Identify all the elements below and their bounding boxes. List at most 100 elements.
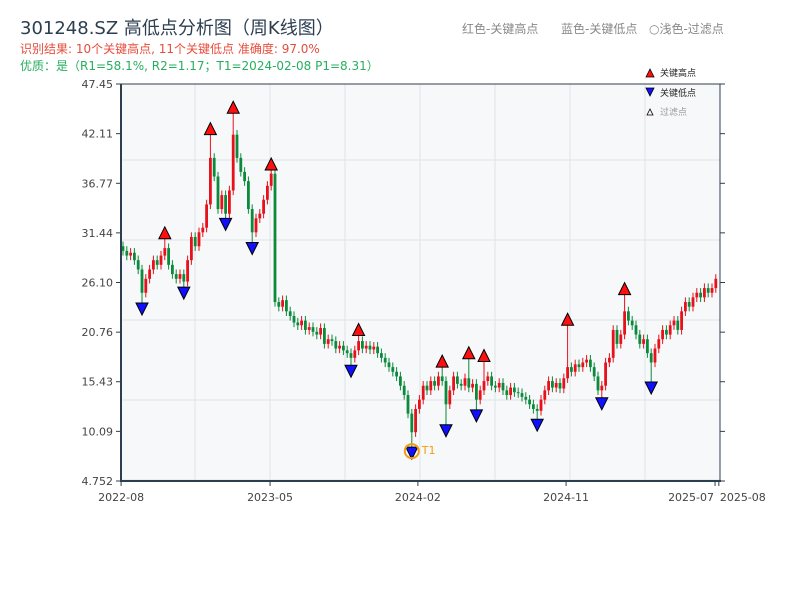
key-low-marker-icon: [644, 381, 659, 396]
candle-up: [497, 382, 501, 388]
candle-down: [475, 383, 478, 400]
candle-up: [152, 260, 155, 270]
candle-down: [699, 292, 702, 298]
candle-up: [608, 357, 611, 363]
candle-up: [653, 348, 657, 363]
color-note-filtered: ○浅色-过滤点: [649, 22, 724, 36]
candle-down: [665, 329, 668, 335]
y-tick-label: 4.752: [82, 475, 114, 488]
legend-low-icon: [645, 87, 655, 97]
candle-down: [368, 345, 372, 350]
key-high-marker-icon: [264, 156, 279, 171]
candle-down: [140, 269, 144, 293]
candle-down: [167, 248, 170, 265]
candle-down: [380, 353, 383, 358]
candle-down: [239, 157, 243, 172]
candle-down: [387, 362, 391, 368]
candle-down: [687, 302, 691, 307]
candle-down: [524, 396, 528, 400]
candle-up: [623, 311, 626, 335]
candle-down: [277, 302, 281, 307]
key-low-marker-icon: [439, 424, 453, 438]
key-low-marker-icon: [218, 217, 233, 232]
x-tick-label: 2025-08: [720, 491, 766, 504]
candle-down: [638, 334, 642, 344]
candle-down: [558, 382, 562, 389]
candle-down: [334, 341, 338, 349]
candle-down: [155, 260, 159, 265]
candle-up: [463, 378, 467, 386]
y-tick-label: 10.09: [82, 425, 114, 438]
candle-up: [228, 190, 231, 214]
key-high-marker-icon: [435, 354, 450, 368]
candle-down: [676, 320, 680, 330]
candle-down: [433, 381, 436, 386]
candle-down: [171, 264, 174, 275]
candle-down: [345, 350, 349, 354]
candle-up: [148, 269, 151, 279]
x-ticks: 2022-08 2023-05 2024-02 2024-11 2025-07 2025-…: [98, 481, 766, 504]
candle-up: [691, 297, 695, 307]
legend-filtered-label: 过滤点: [660, 106, 687, 118]
key-high-marker-icon: [461, 345, 476, 360]
candle-down: [649, 353, 653, 363]
key-low-marker-icon: [594, 397, 609, 411]
candle-up: [353, 350, 357, 358]
candle-down: [467, 378, 471, 388]
candle-down: [520, 393, 524, 397]
y-tick-label: 31.44: [82, 227, 114, 240]
candle-up: [258, 213, 262, 219]
candle-up: [642, 339, 645, 344]
candle-down: [501, 382, 505, 391]
candle-down: [399, 376, 402, 386]
candle-down: [440, 376, 444, 382]
candle-down: [505, 390, 509, 396]
candle-down: [615, 329, 619, 344]
key-low-marker-icon: [245, 242, 260, 256]
candle-up: [448, 390, 452, 405]
candle-up: [190, 236, 193, 261]
result-summary: 识别结果: 10个关键高点, 11个关键低点 准确度: 97.0%: [20, 41, 320, 56]
x-tick-label: 2024-02: [395, 491, 441, 504]
candle-down: [235, 134, 239, 158]
candle-up: [661, 329, 664, 340]
candle-up: [266, 185, 269, 200]
t1-label: T1: [421, 444, 436, 457]
candle-down: [304, 320, 307, 330]
t1-marker-circle: [403, 443, 420, 460]
candle-up: [372, 346, 376, 350]
key-high-marker-icon: [351, 322, 366, 337]
candle-up: [604, 362, 607, 386]
candle-up: [566, 367, 569, 379]
candle-down: [285, 300, 288, 312]
key-high-marker-icon: [226, 100, 241, 114]
candle-up: [220, 195, 224, 210]
candle-up: [159, 255, 163, 265]
candle-up: [269, 173, 273, 186]
candle-down: [182, 274, 186, 282]
candle-up: [672, 320, 676, 326]
candle-up: [539, 399, 543, 411]
candle-down: [243, 171, 246, 182]
candle-up: [163, 248, 167, 256]
candle-down: [315, 331, 319, 335]
candle-up: [710, 288, 714, 293]
candle-down: [212, 157, 216, 177]
candle-down: [532, 404, 535, 409]
candle-down: [551, 381, 554, 388]
key-low-marker-icon: [344, 364, 358, 379]
candle-up: [254, 218, 258, 233]
x-tick-label: 2024-11: [543, 491, 589, 504]
candle-up: [471, 383, 474, 388]
candle-up: [554, 382, 558, 388]
candle-up: [205, 204, 208, 228]
candle-up: [600, 385, 604, 391]
y-tick-label: 20.76: [82, 326, 114, 339]
candle-up: [509, 387, 512, 396]
candle-up: [418, 399, 421, 409]
candle-down: [292, 315, 296, 323]
candle-down: [425, 385, 429, 391]
candle-down: [596, 376, 600, 391]
candle-up: [326, 339, 330, 344]
